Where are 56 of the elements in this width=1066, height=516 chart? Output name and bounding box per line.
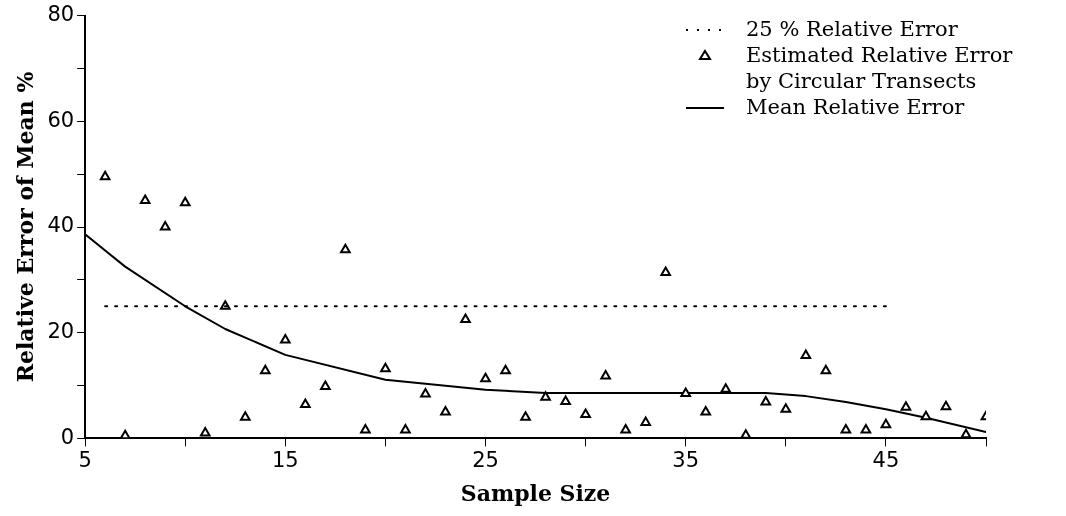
legend-label: 25 % Relative Error	[746, 16, 958, 42]
point	[440, 405, 451, 416]
point	[279, 334, 291, 344]
x-tick-label: 35	[672, 448, 700, 473]
y-tick-label: 40	[47, 213, 75, 238]
y-tick-label: 0	[60, 424, 75, 449]
x-axis-title: Sample Size	[460, 479, 611, 506]
point	[840, 423, 852, 434]
x-tick-label: 45	[872, 448, 900, 473]
point	[259, 364, 271, 375]
x-tick-label: 15	[271, 448, 299, 473]
legend-label: Estimated Relative Error by Circular Transects	[746, 42, 1014, 94]
point	[99, 170, 111, 181]
point	[800, 349, 812, 359]
point	[880, 418, 892, 429]
x-tick-label: 5	[78, 448, 92, 473]
point	[560, 395, 571, 405]
point	[900, 401, 912, 411]
point	[620, 423, 631, 434]
point	[660, 266, 672, 276]
point	[119, 429, 131, 439]
point	[640, 416, 651, 427]
point	[460, 313, 471, 323]
point	[780, 403, 792, 413]
y-axis-title: Relative Error of Mean %	[11, 71, 38, 383]
point	[680, 387, 692, 397]
point	[159, 221, 171, 231]
point	[860, 423, 872, 434]
point	[540, 391, 551, 401]
point	[700, 405, 712, 416]
point	[580, 408, 591, 419]
point	[300, 398, 311, 409]
x-tick-label: 25	[472, 448, 499, 473]
y-tick-label: 80	[47, 2, 75, 27]
point	[760, 395, 772, 406]
point	[199, 427, 211, 437]
point	[940, 400, 952, 411]
point	[420, 388, 431, 398]
point	[600, 370, 611, 380]
y-tick-label: 60	[47, 107, 75, 132]
point	[480, 372, 491, 383]
point	[500, 364, 511, 375]
y-tick-label: 20	[47, 319, 75, 344]
point	[380, 362, 391, 373]
point	[400, 423, 411, 434]
point	[820, 364, 832, 375]
point	[320, 380, 331, 391]
point	[920, 410, 932, 421]
point	[360, 423, 371, 434]
point	[720, 383, 732, 393]
legend-label: Mean Relative Error	[746, 94, 965, 120]
point	[179, 196, 191, 207]
point	[139, 194, 151, 205]
point	[239, 411, 251, 421]
point	[340, 243, 351, 254]
point	[520, 411, 531, 421]
